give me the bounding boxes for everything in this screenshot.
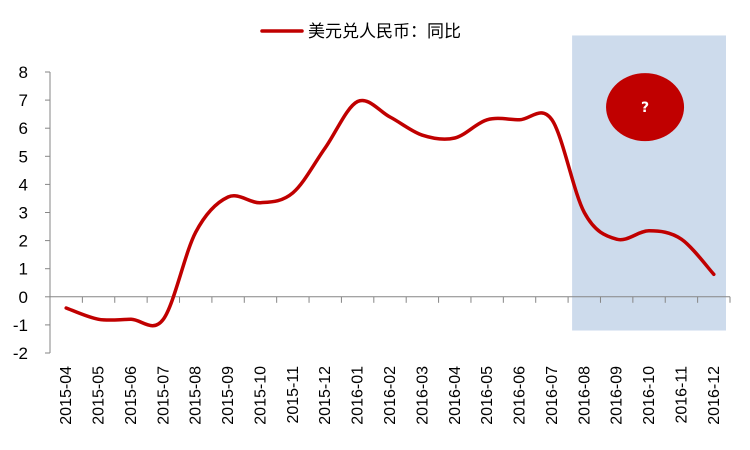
data-point — [323, 146, 327, 150]
data-point — [453, 136, 457, 140]
data-point — [679, 237, 683, 241]
x-tick-label: 2015-11 — [285, 366, 302, 424]
y-tick-label: -2 — [13, 344, 28, 363]
x-tick-label: 2015-12 — [317, 366, 334, 425]
x-tick-label: 2016-06 — [512, 366, 529, 425]
data-point — [582, 211, 586, 214]
x-tick-label: 2015-10 — [252, 366, 269, 425]
data-point — [518, 118, 522, 122]
x-tick-label: 2016-10 — [641, 366, 658, 425]
y-tick-label: 4 — [19, 175, 28, 194]
data-point — [615, 237, 619, 241]
data-point — [64, 306, 68, 310]
data-point — [356, 100, 360, 104]
x-tick-label: 2016-04 — [447, 366, 464, 425]
x-tick-label: 2016-01 — [350, 366, 367, 425]
question-circle — [606, 73, 685, 142]
y-tick-label: 0 — [19, 288, 28, 307]
x-tick-label: 2016-05 — [479, 366, 496, 425]
data-point — [291, 191, 295, 195]
x-tick-label: 2016-02 — [382, 366, 399, 425]
data-point — [129, 317, 133, 321]
y-tick-label: 7 — [19, 91, 28, 110]
x-tick-label: 2016-07 — [544, 366, 561, 425]
y-tick-label: -1 — [13, 316, 28, 335]
x-tick-label: 2016-08 — [576, 366, 593, 425]
data-point — [420, 133, 424, 137]
data-point — [226, 195, 230, 199]
data-point — [550, 118, 554, 122]
question-mark-label: ? — [641, 100, 649, 116]
data-point — [388, 115, 392, 119]
y-tick-label: 6 — [19, 119, 28, 138]
data-point — [485, 118, 489, 122]
x-tick-label: 2015-09 — [220, 366, 237, 425]
data-point — [97, 317, 101, 321]
x-tick-label: 2015-06 — [123, 366, 140, 425]
data-point — [647, 229, 651, 233]
y-tick-label: 3 — [19, 204, 28, 223]
x-tick-label: 2015-05 — [91, 366, 108, 425]
x-tick-label: 2016-03 — [414, 366, 431, 425]
y-tick-label: 8 — [19, 63, 28, 82]
y-tick-label: 5 — [19, 147, 28, 166]
data-point — [194, 230, 198, 234]
x-tick-label: 2015-07 — [155, 366, 172, 425]
data-point — [161, 317, 165, 321]
x-tick-label: 2015-04 — [58, 366, 75, 425]
y-tick-label: 1 — [19, 260, 28, 279]
y-tick-label: 2 — [19, 232, 28, 251]
x-tick-label: 2016-12 — [706, 366, 723, 425]
x-tick-label: 2016-09 — [609, 366, 626, 425]
x-tick-label: 2015-08 — [188, 366, 205, 425]
data-point — [258, 201, 262, 205]
data-point — [712, 272, 716, 276]
legend-label: 美元兑人民币：同比 — [308, 22, 461, 42]
x-tick-label: 2016-11 — [673, 366, 690, 424]
